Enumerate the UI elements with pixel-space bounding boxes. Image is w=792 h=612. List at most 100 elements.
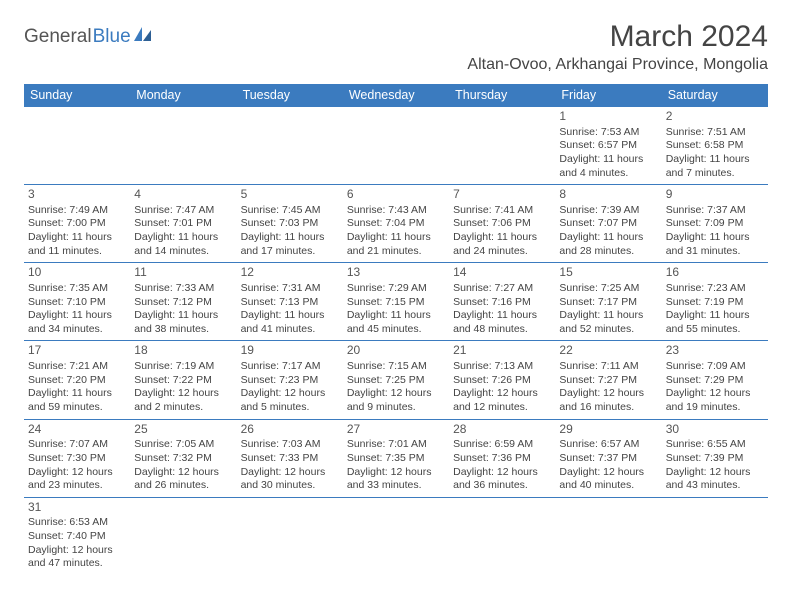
sunrise-text: Sunrise: 7:21 AM — [28, 360, 126, 374]
sunrise-text: Sunrise: 7:07 AM — [28, 438, 126, 452]
calendar-day: 25Sunrise: 7:05 AMSunset: 7:32 PMDayligh… — [130, 419, 236, 497]
sunset-text: Sunset: 7:09 PM — [666, 217, 764, 231]
calendar-empty — [555, 497, 661, 575]
daylight-text: Daylight: 12 hours and 16 minutes. — [559, 387, 657, 414]
day-number: 27 — [347, 422, 445, 438]
logo-sail-icon — [134, 27, 152, 41]
sunset-text: Sunset: 7:26 PM — [453, 374, 551, 388]
calendar-day: 21Sunrise: 7:13 AMSunset: 7:26 PMDayligh… — [449, 341, 555, 419]
daylight-text: Daylight: 12 hours and 5 minutes. — [241, 387, 339, 414]
daylight-text: Daylight: 12 hours and 36 minutes. — [453, 466, 551, 493]
calendar-day: 12Sunrise: 7:31 AMSunset: 7:13 PMDayligh… — [237, 263, 343, 341]
day-number: 12 — [241, 265, 339, 281]
daylight-text: Daylight: 11 hours and 34 minutes. — [28, 309, 126, 336]
title-block: March 2024 Altan-Ovoo, Arkhangai Provinc… — [467, 20, 768, 74]
day-number: 11 — [134, 265, 232, 281]
day-header: Friday — [555, 84, 661, 107]
day-number: 1 — [559, 109, 657, 125]
sunrise-text: Sunrise: 7:31 AM — [241, 282, 339, 296]
header: General Blue March 2024 Altan-Ovoo, Arkh… — [24, 20, 768, 74]
calendar-week: 31Sunrise: 6:53 AMSunset: 7:40 PMDayligh… — [24, 497, 768, 575]
day-number: 6 — [347, 187, 445, 203]
calendar-day: 22Sunrise: 7:11 AMSunset: 7:27 PMDayligh… — [555, 341, 661, 419]
calendar-day: 24Sunrise: 7:07 AMSunset: 7:30 PMDayligh… — [24, 419, 130, 497]
sunrise-text: Sunrise: 7:35 AM — [28, 282, 126, 296]
sunrise-text: Sunrise: 6:53 AM — [28, 516, 126, 530]
day-number: 22 — [559, 343, 657, 359]
sunset-text: Sunset: 7:23 PM — [241, 374, 339, 388]
sunrise-text: Sunrise: 7:17 AM — [241, 360, 339, 374]
sunset-text: Sunset: 7:10 PM — [28, 296, 126, 310]
sunset-text: Sunset: 7:29 PM — [666, 374, 764, 388]
daylight-text: Daylight: 12 hours and 30 minutes. — [241, 466, 339, 493]
day-number: 23 — [666, 343, 764, 359]
sunset-text: Sunset: 7:20 PM — [28, 374, 126, 388]
calendar-day: 4Sunrise: 7:47 AMSunset: 7:01 PMDaylight… — [130, 185, 236, 263]
calendar-day: 13Sunrise: 7:29 AMSunset: 7:15 PMDayligh… — [343, 263, 449, 341]
sunset-text: Sunset: 7:35 PM — [347, 452, 445, 466]
sunrise-text: Sunrise: 7:51 AM — [666, 126, 764, 140]
sunset-text: Sunset: 7:00 PM — [28, 217, 126, 231]
day-header: Monday — [130, 84, 236, 107]
day-number: 24 — [28, 422, 126, 438]
daylight-text: Daylight: 11 hours and 17 minutes. — [241, 231, 339, 258]
sunrise-text: Sunrise: 7:23 AM — [666, 282, 764, 296]
calendar-day: 7Sunrise: 7:41 AMSunset: 7:06 PMDaylight… — [449, 185, 555, 263]
sunrise-text: Sunrise: 7:03 AM — [241, 438, 339, 452]
daylight-text: Daylight: 12 hours and 9 minutes. — [347, 387, 445, 414]
daylight-text: Daylight: 11 hours and 14 minutes. — [134, 231, 232, 258]
sunset-text: Sunset: 7:33 PM — [241, 452, 339, 466]
month-title: March 2024 — [467, 20, 768, 54]
daylight-text: Daylight: 12 hours and 23 minutes. — [28, 466, 126, 493]
calendar-day: 29Sunrise: 6:57 AMSunset: 7:37 PMDayligh… — [555, 419, 661, 497]
calendar-empty — [237, 497, 343, 575]
sunrise-text: Sunrise: 7:15 AM — [347, 360, 445, 374]
daylight-text: Daylight: 11 hours and 24 minutes. — [453, 231, 551, 258]
calendar-day: 15Sunrise: 7:25 AMSunset: 7:17 PMDayligh… — [555, 263, 661, 341]
calendar-day: 1Sunrise: 7:53 AMSunset: 6:57 PMDaylight… — [555, 107, 661, 185]
calendar-table: SundayMondayTuesdayWednesdayThursdayFrid… — [24, 84, 768, 575]
daylight-text: Daylight: 11 hours and 28 minutes. — [559, 231, 657, 258]
sunrise-text: Sunrise: 7:13 AM — [453, 360, 551, 374]
sunrise-text: Sunrise: 7:47 AM — [134, 204, 232, 218]
daylight-text: Daylight: 11 hours and 52 minutes. — [559, 309, 657, 336]
sunrise-text: Sunrise: 7:43 AM — [347, 204, 445, 218]
sunset-text: Sunset: 7:39 PM — [666, 452, 764, 466]
day-header: Saturday — [662, 84, 768, 107]
sunrise-text: Sunrise: 7:05 AM — [134, 438, 232, 452]
day-number: 4 — [134, 187, 232, 203]
day-number: 30 — [666, 422, 764, 438]
day-number: 31 — [28, 500, 126, 516]
calendar-day: 5Sunrise: 7:45 AMSunset: 7:03 PMDaylight… — [237, 185, 343, 263]
calendar-empty — [343, 497, 449, 575]
calendar-week: 17Sunrise: 7:21 AMSunset: 7:20 PMDayligh… — [24, 341, 768, 419]
logo-text-general: General — [24, 26, 92, 48]
sunrise-text: Sunrise: 7:49 AM — [28, 204, 126, 218]
calendar-empty — [449, 107, 555, 185]
sunrise-text: Sunrise: 6:55 AM — [666, 438, 764, 452]
calendar-week: 3Sunrise: 7:49 AMSunset: 7:00 PMDaylight… — [24, 185, 768, 263]
calendar-day: 28Sunrise: 6:59 AMSunset: 7:36 PMDayligh… — [449, 419, 555, 497]
day-number: 5 — [241, 187, 339, 203]
calendar-day: 11Sunrise: 7:33 AMSunset: 7:12 PMDayligh… — [130, 263, 236, 341]
sunset-text: Sunset: 7:17 PM — [559, 296, 657, 310]
calendar-body: 1Sunrise: 7:53 AMSunset: 6:57 PMDaylight… — [24, 107, 768, 576]
daylight-text: Daylight: 11 hours and 7 minutes. — [666, 153, 764, 180]
sunrise-text: Sunrise: 6:59 AM — [453, 438, 551, 452]
daylight-text: Daylight: 11 hours and 48 minutes. — [453, 309, 551, 336]
day-number: 14 — [453, 265, 551, 281]
day-number: 19 — [241, 343, 339, 359]
day-header: Thursday — [449, 84, 555, 107]
sunrise-text: Sunrise: 7:33 AM — [134, 282, 232, 296]
calendar-day: 17Sunrise: 7:21 AMSunset: 7:20 PMDayligh… — [24, 341, 130, 419]
calendar-week: 24Sunrise: 7:07 AMSunset: 7:30 PMDayligh… — [24, 419, 768, 497]
day-number: 18 — [134, 343, 232, 359]
calendar-week: 1Sunrise: 7:53 AMSunset: 6:57 PMDaylight… — [24, 107, 768, 185]
calendar-day: 6Sunrise: 7:43 AMSunset: 7:04 PMDaylight… — [343, 185, 449, 263]
calendar-empty — [237, 107, 343, 185]
daylight-text: Daylight: 11 hours and 11 minutes. — [28, 231, 126, 258]
location: Altan-Ovoo, Arkhangai Province, Mongolia — [467, 56, 768, 74]
daylight-text: Daylight: 11 hours and 59 minutes. — [28, 387, 126, 414]
daylight-text: Daylight: 11 hours and 45 minutes. — [347, 309, 445, 336]
sunrise-text: Sunrise: 6:57 AM — [559, 438, 657, 452]
